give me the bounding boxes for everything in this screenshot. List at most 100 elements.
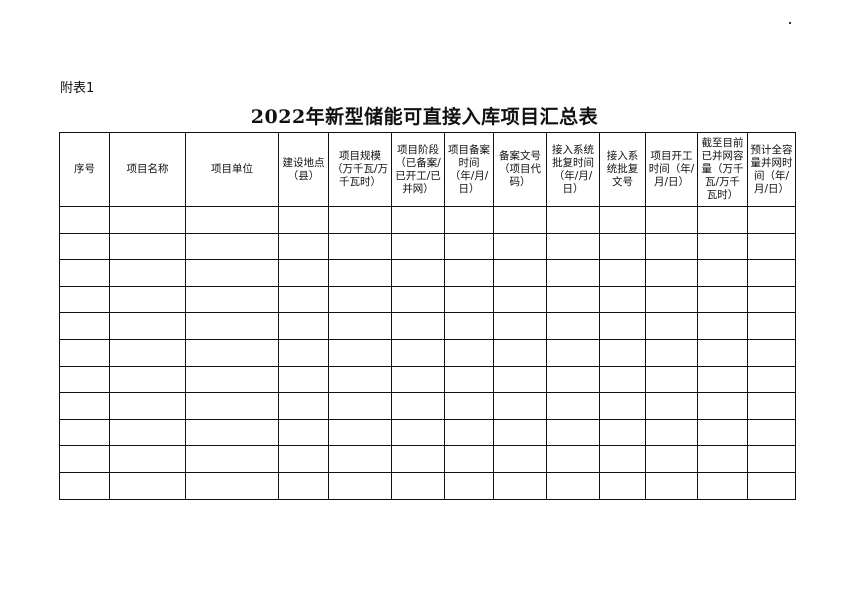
project-summary-table: 序号 项目名称 项目单位 建设地点（县） 项目规模（万千瓦/万千瓦时） 项目阶段（已备案/… xyxy=(59,132,796,500)
column-header: 序号 xyxy=(59,132,110,207)
table-cell xyxy=(444,445,494,473)
table-cell xyxy=(59,232,110,261)
table-cell xyxy=(645,232,698,261)
table-cell xyxy=(493,418,547,447)
table-cell xyxy=(747,285,796,314)
column-header: 备案文号（项目代码） xyxy=(493,132,547,207)
table-cell xyxy=(546,338,600,367)
table-cell xyxy=(391,259,445,287)
table-cell xyxy=(546,471,600,500)
table-row xyxy=(59,471,796,500)
table-cell xyxy=(391,392,445,420)
column-header: 项目规模（万千瓦/万千瓦时） xyxy=(328,132,392,207)
table-cell xyxy=(645,312,698,340)
column-header-label: 预计全容量并网时间（年/月/日） xyxy=(750,143,793,195)
table-cell xyxy=(185,232,279,261)
column-header-label: 接入系统批复时间（年/月/日） xyxy=(552,143,594,195)
table-row xyxy=(59,259,796,287)
table-cell xyxy=(391,338,445,367)
table-cell xyxy=(645,418,698,447)
column-header-label: 备案文号（项目代码） xyxy=(499,150,541,188)
table-cell xyxy=(328,418,392,447)
column-header: 截至目前已并网容量（万千瓦/万千瓦时） xyxy=(697,132,748,207)
table-cell xyxy=(645,338,698,367)
table-cell xyxy=(697,259,748,287)
table-cell xyxy=(444,232,494,261)
table-cell xyxy=(59,259,110,287)
column-header: 项目阶段（已备案/已开工/已并网） xyxy=(391,132,445,207)
table-cell xyxy=(185,206,279,234)
table-row xyxy=(59,232,796,261)
table-cell xyxy=(278,445,329,473)
table-cell xyxy=(278,392,329,420)
table-cell xyxy=(747,471,796,500)
table-cell xyxy=(599,206,646,234)
table-cell xyxy=(328,338,392,367)
table-cell xyxy=(645,445,698,473)
table-cell xyxy=(493,471,547,500)
column-header-label: 项目规模（万千瓦/万千瓦时） xyxy=(331,150,389,188)
page-title: 2022年新型储能可直接入库项目汇总表 xyxy=(250,106,599,128)
table-cell xyxy=(645,259,698,287)
table-cell xyxy=(59,206,110,234)
column-header-label: 项目开工时间（年/月/日） xyxy=(648,150,695,188)
table-cell xyxy=(444,206,494,234)
table-row xyxy=(59,392,796,420)
table-cell xyxy=(546,392,600,420)
table-cell xyxy=(391,206,445,234)
table-cell xyxy=(747,259,796,287)
table-cell xyxy=(493,312,547,340)
table-cell xyxy=(747,392,796,420)
table-cell xyxy=(493,365,547,394)
table-cell xyxy=(697,312,748,340)
table-cell xyxy=(546,232,600,261)
table-cell xyxy=(391,471,445,500)
table-cell xyxy=(391,445,445,473)
table-cell xyxy=(59,285,110,314)
table-cell xyxy=(109,232,186,261)
table-cell xyxy=(59,418,110,447)
table-cell xyxy=(546,418,600,447)
table-cell xyxy=(328,232,392,261)
column-header: 建设地点（县） xyxy=(278,132,329,207)
table-cell xyxy=(185,365,279,394)
column-header-label: 项目阶段（已备案/已开工/已并网） xyxy=(395,143,441,195)
column-header: 接入系统批复文号 xyxy=(599,132,646,207)
column-header: 项目开工时间（年/月/日） xyxy=(645,132,698,207)
table-cell xyxy=(697,285,748,314)
table-cell xyxy=(546,285,600,314)
table-cell xyxy=(391,312,445,340)
table-cell xyxy=(697,418,748,447)
table-cell xyxy=(546,206,600,234)
table-cell xyxy=(109,392,186,420)
table-row xyxy=(59,418,796,447)
column-header-label: 项目名称 xyxy=(126,163,169,175)
table-cell xyxy=(278,471,329,500)
table-cell xyxy=(493,338,547,367)
table-cell xyxy=(697,206,748,234)
table-cell xyxy=(546,312,600,340)
table-cell xyxy=(747,338,796,367)
column-header-label: 项目备案时间（年/月/日） xyxy=(448,143,490,195)
table-cell xyxy=(599,232,646,261)
table-cell xyxy=(599,338,646,367)
table-cell xyxy=(599,445,646,473)
table-cell xyxy=(493,445,547,473)
table-cell xyxy=(747,418,796,447)
table-row xyxy=(59,445,796,473)
table-cell xyxy=(328,206,392,234)
table-cell xyxy=(493,392,547,420)
table-cell xyxy=(645,392,698,420)
table-cell xyxy=(185,392,279,420)
column-header-label: 序号 xyxy=(74,163,95,175)
table-cell xyxy=(697,232,748,261)
scan-speck xyxy=(789,22,791,24)
table-cell xyxy=(109,312,186,340)
table-row xyxy=(59,285,796,314)
table-cell xyxy=(697,445,748,473)
table-cell xyxy=(185,259,279,287)
table-cell xyxy=(546,365,600,394)
table-cell xyxy=(391,418,445,447)
table-cell xyxy=(278,338,329,367)
table-cell xyxy=(278,206,329,234)
